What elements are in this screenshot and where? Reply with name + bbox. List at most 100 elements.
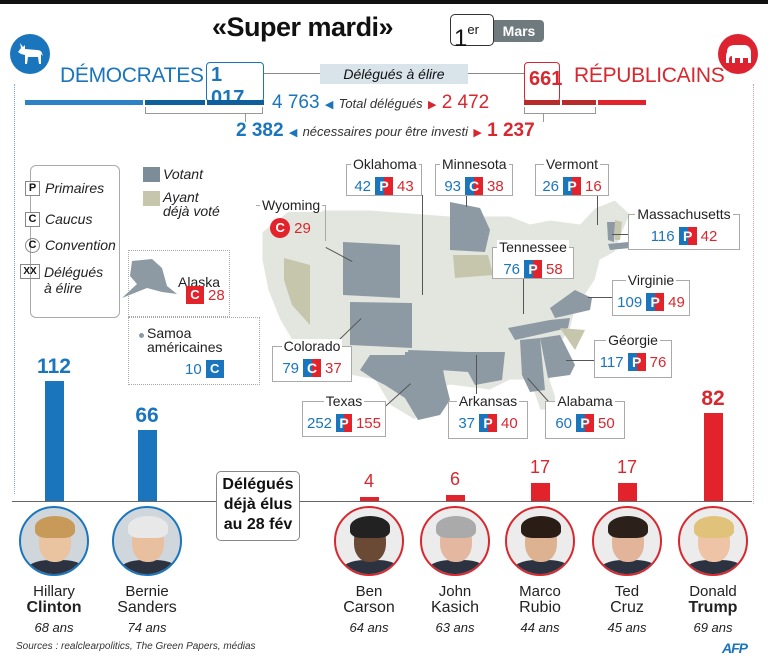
- dem-to-elect-bar: [207, 100, 264, 105]
- dem-party-name: DÉMOCRATES: [60, 64, 204, 87]
- rep-delegates: 37: [325, 359, 342, 377]
- voting-label: Votant: [163, 166, 203, 182]
- convention-badge-icon: C: [270, 218, 291, 238]
- legend-caucus: C Caucus: [25, 211, 92, 227]
- samoa-values: 10 C: [185, 360, 224, 378]
- voted-swatch: [143, 191, 160, 206]
- state-name: Minnesota: [440, 156, 509, 172]
- dem-delegates: 42: [354, 177, 371, 195]
- rep-delegates: 58: [546, 260, 563, 278]
- state-new-hampshire-voted: [615, 220, 622, 240]
- dem-delegates: 116: [650, 227, 675, 245]
- candidate-bar: [138, 430, 157, 501]
- left-triangle-icon: ◀: [288, 127, 298, 139]
- dem-delegates: 93: [444, 177, 461, 195]
- legend-primaires: P Primaires: [25, 180, 104, 196]
- state-texas: [360, 352, 450, 420]
- caucus-badge-icon: C: [465, 177, 483, 195]
- dem-delegates: 79: [282, 359, 299, 377]
- legend-convention: C Convention: [25, 237, 116, 253]
- candidate-first-name: Donald: [689, 583, 737, 600]
- samoa-dot: [139, 333, 144, 338]
- to-elect-label: Délégués à élire: [320, 64, 468, 84]
- candidate-value-label: 112: [37, 355, 71, 378]
- rep-party-name: RÉPUBLICAINS: [574, 64, 725, 87]
- candidate-photo: [505, 506, 575, 576]
- caucus-badge-icon: C: [303, 359, 321, 377]
- rep-total-bar: [598, 100, 646, 105]
- rep-total: 2 472: [441, 92, 490, 113]
- candidate-last-name: Kasich: [430, 599, 480, 616]
- legend-delegates-label: Délégués à élire: [44, 264, 103, 296]
- candidate-photo: [420, 506, 490, 576]
- legend-convention-label: Convention: [45, 237, 116, 253]
- state-box-georgie: Géorgie 117 P 76: [594, 333, 672, 378]
- rep-delegates: 29: [294, 219, 311, 237]
- state-box-arkansas: Arkansas 37 P 40: [448, 394, 528, 439]
- rep-delegates: 50: [598, 414, 615, 432]
- elected-delegates-label: Délégués déjà élus au 28 fév: [216, 471, 300, 541]
- candidate-first-name: Ben: [355, 583, 383, 600]
- legend-delegates: XX Délégués à élire: [20, 264, 103, 296]
- rep-delegates: 155: [355, 414, 381, 432]
- candidate-age: 45 ans: [607, 620, 647, 635]
- dem-delegates: 109: [617, 293, 643, 311]
- voting-swatch: [143, 167, 160, 182]
- legend-delegates-line1: Délégués: [44, 264, 104, 280]
- candidate-last-name: Carson: [343, 599, 395, 616]
- oklahoma-leader: [422, 195, 423, 295]
- dem-delegates: 37: [458, 414, 475, 432]
- dem-delegates: 252: [307, 414, 333, 432]
- candidate-first-name: Hillary: [33, 583, 75, 600]
- state-name: Wyoming: [260, 197, 323, 213]
- alaska-shape: [122, 259, 177, 298]
- samoa-name-line1: Samoa: [147, 325, 192, 341]
- state-name: Massachusetts: [635, 206, 733, 222]
- state-tennessee: [508, 318, 570, 340]
- candidate-photo: [334, 506, 404, 576]
- state-vermont: [607, 222, 615, 242]
- date-day-suffix: er: [467, 22, 479, 37]
- candidate-name: John Kasich: [405, 584, 505, 616]
- delegates-badge-icon: XX: [20, 264, 40, 279]
- candidate-last-name: Clinton: [26, 599, 82, 616]
- vermont-leader: [597, 193, 598, 225]
- state-box-massachusetts: Massachusetts 116 P 42: [628, 207, 740, 250]
- chart-baseline: [12, 501, 752, 502]
- candidate-name: Ted Cruz: [577, 584, 677, 616]
- rep-bracket: [524, 107, 596, 114]
- legend-primaires-label: Primaires: [45, 180, 105, 196]
- connector-line: [264, 73, 320, 74]
- dem-needed: 2 382: [236, 120, 284, 141]
- left-triangle-icon: ◀: [324, 99, 334, 111]
- state-name: Alabama: [555, 393, 615, 409]
- connector-line: [468, 73, 524, 74]
- rep-needed: 1 237: [487, 120, 535, 141]
- date-day-number: 1: [454, 25, 468, 52]
- legend-caucus-label: Caucus: [45, 211, 93, 227]
- primary-badge-icon: P: [524, 260, 542, 278]
- alaska-rep: 28: [208, 286, 225, 304]
- elephant-icon: [718, 34, 758, 74]
- page-title: «Super mardi»: [212, 12, 394, 42]
- candidate-photo: [592, 506, 662, 576]
- top-border: [0, 0, 768, 4]
- rep-delegates: 16: [585, 177, 602, 195]
- legend-delegates-line2: à élire: [44, 280, 83, 296]
- caucus-badge-icon: C: [205, 360, 224, 378]
- rep-delegates: 49: [668, 293, 685, 311]
- dem-delegates: 60: [555, 414, 572, 432]
- candidate-name: Donald Trump: [663, 584, 763, 616]
- candidate-value-label: 66: [135, 404, 159, 428]
- rep-side-line: [753, 84, 754, 504]
- dem-delegates: 26: [542, 177, 559, 195]
- state-box-alabama: Alabama 60 P 50: [545, 394, 625, 439]
- candidate-name: Hillary Clinton: [4, 584, 104, 616]
- candidate-age: 44 ans: [520, 620, 560, 635]
- rep-bracket-tick: [543, 114, 544, 122]
- dem-needed-bar: [145, 100, 205, 105]
- rep-to-elect-bar: [524, 100, 560, 105]
- rep-delegates: 40: [501, 414, 518, 432]
- georgia-leader: [566, 360, 596, 361]
- alaska-panel: [128, 250, 230, 317]
